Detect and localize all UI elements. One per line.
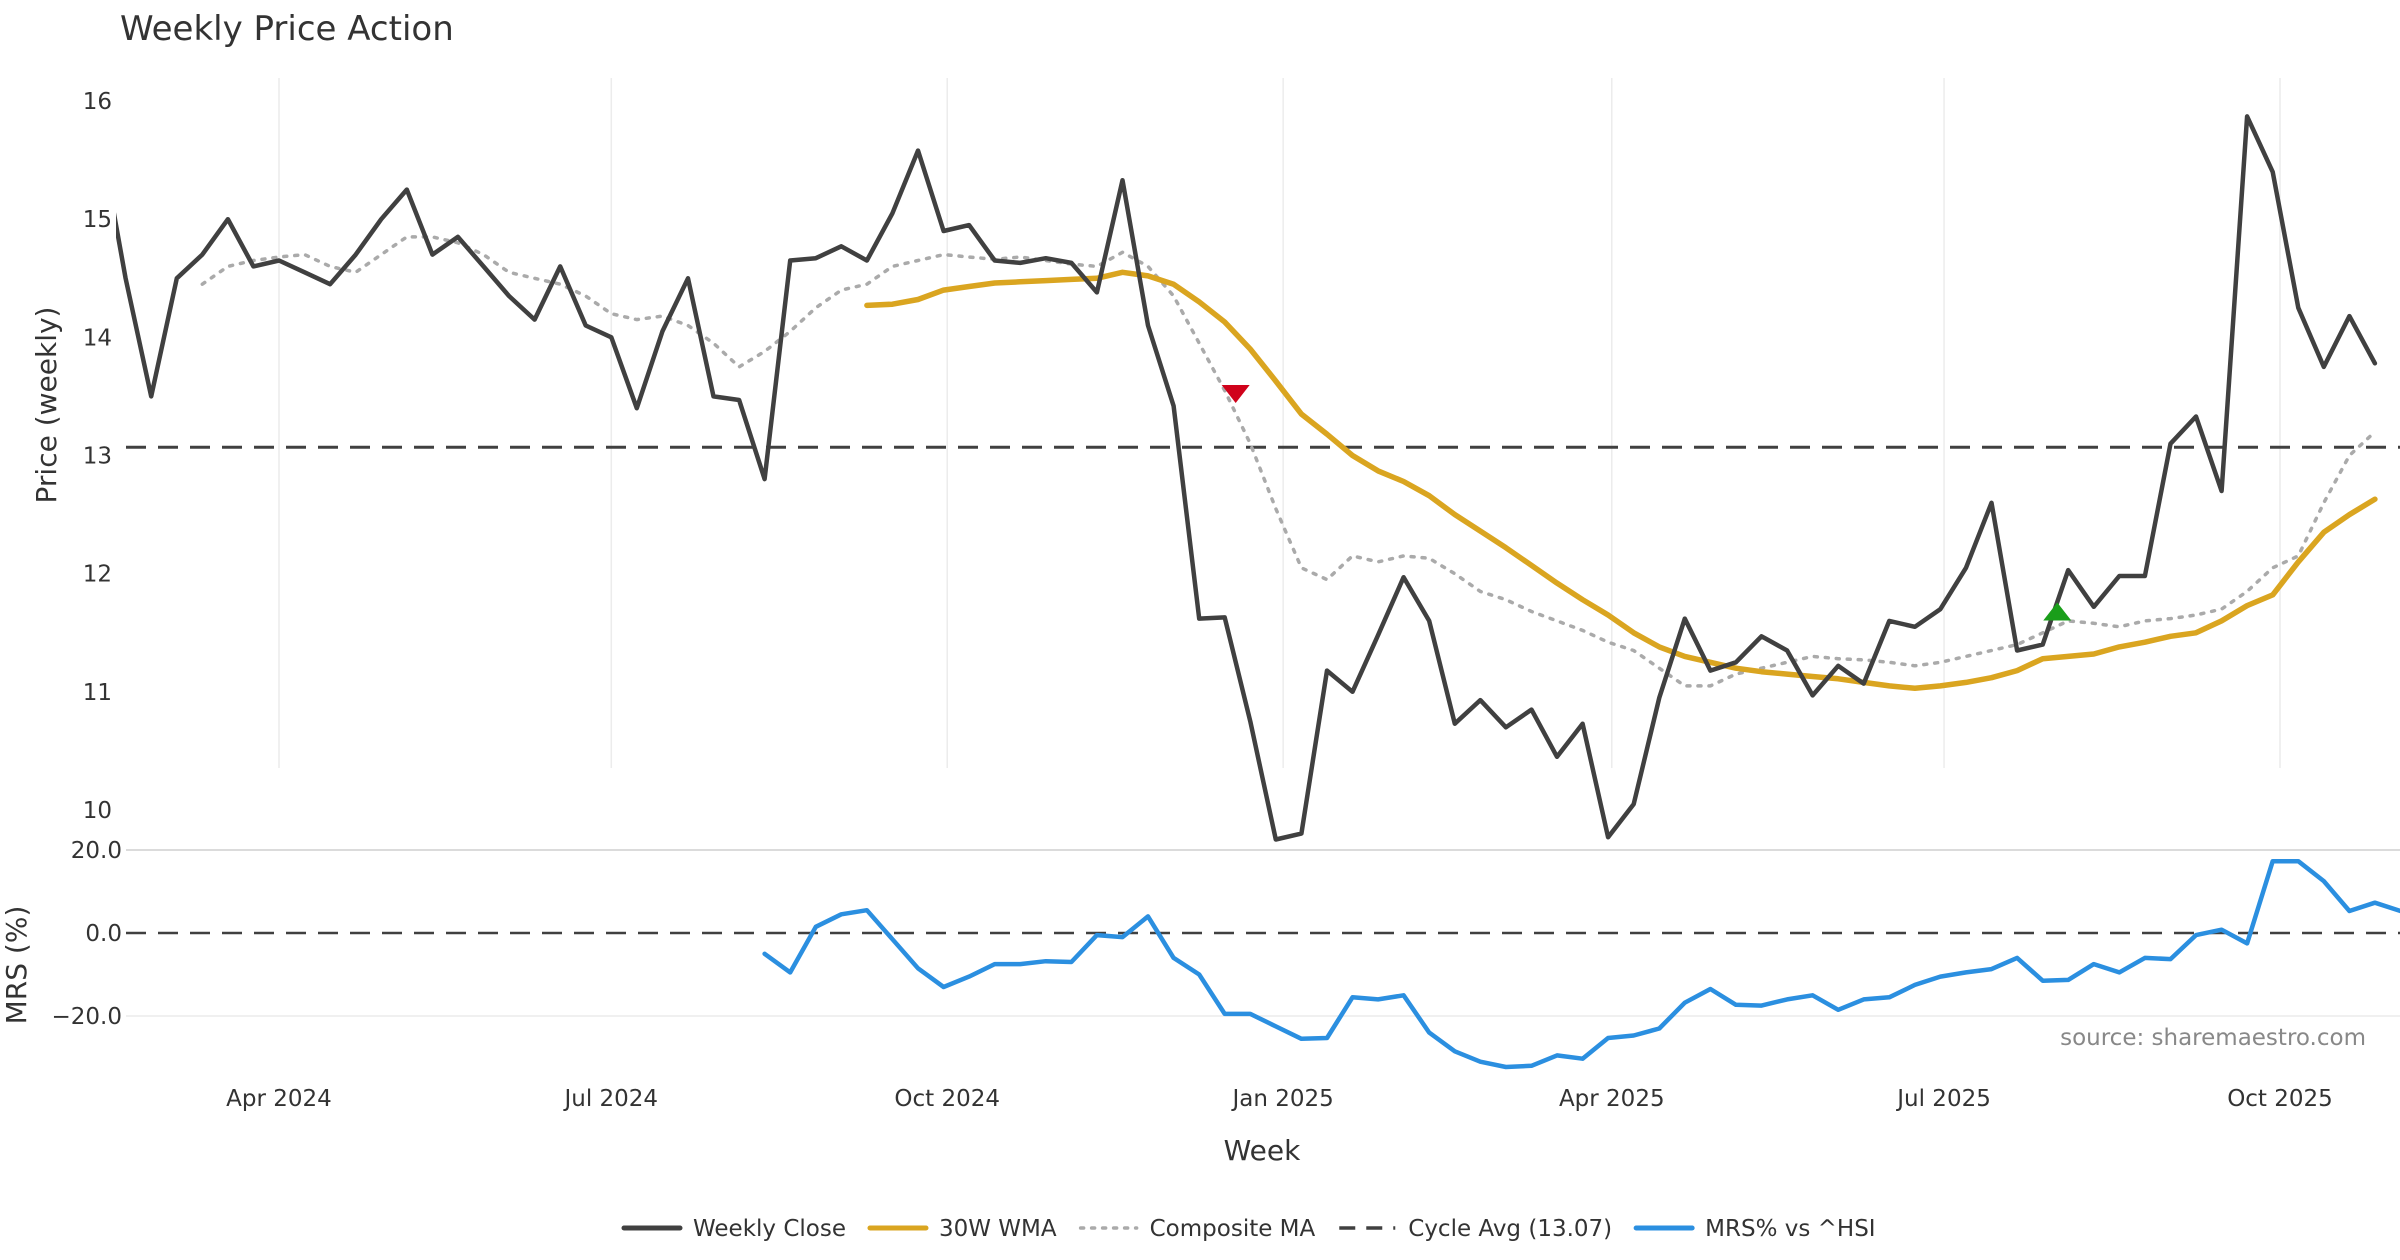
x-tick-label: Oct 2024 bbox=[894, 1086, 1000, 1112]
price-y-tick-label: 12 bbox=[83, 562, 112, 588]
price-y-tick-label: 10 bbox=[83, 798, 112, 824]
mrs-y-tick-label: −20.0 bbox=[52, 1004, 122, 1030]
legend-label: MRS% vs ^HSI bbox=[1705, 1216, 1875, 1242]
price-panel: 10 11 12 13 14 15 16 bbox=[83, 78, 2400, 842]
x-axis-ticks: Apr 2024 Jul 2024 Oct 2024 Jan 2025 Apr 2025… bbox=[226, 1086, 2333, 1112]
legend-label: Cycle Avg (13.07) bbox=[1408, 1216, 1612, 1242]
price-y-ticks: 10 11 12 13 14 15 16 bbox=[83, 89, 112, 824]
legend-weekly-close: Weekly Close bbox=[621, 1216, 846, 1242]
legend-mrs: MRS% vs ^HSI bbox=[1633, 1216, 1876, 1242]
wma-30w-line bbox=[864, 269, 2378, 692]
x-tick-label: Jan 2025 bbox=[1230, 1086, 1333, 1112]
legend-cycle-avg: Cycle Avg (13.07) bbox=[1339, 1216, 1612, 1242]
mrs-y-tick-label: 20.0 bbox=[71, 838, 122, 864]
mrs-gridlines bbox=[126, 849, 2400, 1017]
legend-30w-wma: 30W WMA bbox=[867, 1216, 1057, 1242]
price-y-tick-label: 16 bbox=[83, 89, 112, 115]
mrs-series bbox=[762, 858, 2400, 1070]
legend-composite-ma: Composite MA bbox=[1078, 1216, 1316, 1242]
buy-signal-marker bbox=[2043, 602, 2072, 621]
x-tick-label: Jul 2025 bbox=[1895, 1086, 1991, 1112]
x-tick-label: Jul 2024 bbox=[562, 1086, 658, 1112]
x-tick-label: Apr 2024 bbox=[226, 1086, 332, 1112]
mrs-y-tick-label: 0.0 bbox=[85, 921, 122, 947]
mrs-panel: 20.0 0.0 −20.0 bbox=[52, 838, 2400, 1070]
signal-markers bbox=[1221, 385, 2072, 621]
price-gridlines bbox=[278, 78, 2281, 768]
legend: Weekly Close 30W WMA Composite MA Cycle Avg… bbox=[621, 1216, 1876, 1242]
sell-signal-marker bbox=[1221, 385, 1250, 404]
weekly-close-line bbox=[116, 114, 2378, 842]
price-y-axis-label: Price (weekly) bbox=[30, 307, 63, 504]
price-series bbox=[116, 114, 2378, 842]
mrs-y-ticks: 20.0 0.0 −20.0 bbox=[52, 838, 122, 1030]
price-y-tick-label: 15 bbox=[83, 207, 112, 233]
x-tick-label: Oct 2025 bbox=[2227, 1086, 2333, 1112]
chart-title: Weekly Price Action bbox=[120, 9, 454, 49]
mrs-y-axis-label: MRS (%) bbox=[0, 906, 33, 1025]
price-y-tick-label: 11 bbox=[83, 680, 112, 706]
x-tick-label: Apr 2025 bbox=[1559, 1086, 1665, 1112]
legend-label: Weekly Close bbox=[693, 1216, 846, 1242]
legend-label: 30W WMA bbox=[939, 1216, 1057, 1242]
price-y-tick-label: 14 bbox=[83, 325, 112, 351]
price-y-tick-label: 13 bbox=[83, 444, 112, 470]
mrs-line bbox=[762, 858, 2400, 1070]
legend-label: Composite MA bbox=[1150, 1216, 1316, 1242]
composite-ma-line bbox=[200, 235, 2377, 688]
source-label: source: sharemaestro.com bbox=[2060, 1025, 2366, 1051]
x-axis-label: Week bbox=[1224, 1134, 1301, 1167]
